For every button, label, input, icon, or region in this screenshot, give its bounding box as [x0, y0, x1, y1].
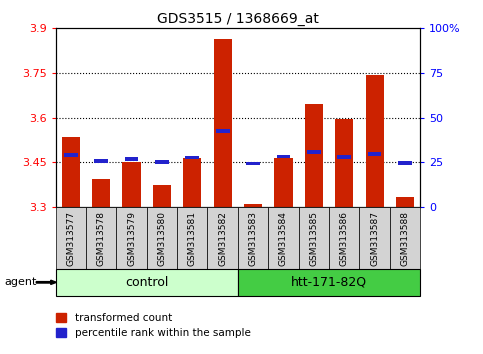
Bar	[246, 161, 260, 165]
Bar	[86, 207, 116, 269]
Bar	[307, 150, 321, 154]
Bar	[329, 207, 359, 269]
Bar	[396, 197, 414, 207]
Bar	[56, 207, 86, 269]
Bar	[338, 155, 351, 159]
Text: GSM313581: GSM313581	[188, 211, 197, 266]
Text: GSM313577: GSM313577	[66, 211, 75, 266]
Bar	[213, 39, 232, 207]
Bar	[298, 207, 329, 269]
Bar	[335, 119, 354, 207]
Bar	[274, 158, 293, 207]
Bar	[359, 207, 390, 269]
Text: GSM313587: GSM313587	[370, 211, 379, 266]
Bar	[116, 207, 147, 269]
Bar	[125, 157, 138, 161]
Bar	[238, 207, 268, 269]
Bar	[305, 104, 323, 207]
Bar	[277, 155, 290, 158]
Bar	[398, 161, 412, 165]
Bar	[183, 158, 201, 207]
Bar	[268, 207, 298, 269]
Bar	[94, 159, 108, 163]
Text: GSM313586: GSM313586	[340, 211, 349, 266]
Bar	[238, 269, 420, 296]
Bar	[122, 162, 141, 207]
Bar	[56, 269, 238, 296]
Bar	[147, 207, 177, 269]
Text: GSM313582: GSM313582	[218, 211, 227, 266]
Bar	[62, 137, 80, 207]
Text: GSM313585: GSM313585	[309, 211, 318, 266]
Bar	[390, 207, 420, 269]
Text: GSM313580: GSM313580	[157, 211, 167, 266]
Text: htt-171-82Q: htt-171-82Q	[291, 276, 367, 289]
Text: GSM313578: GSM313578	[97, 211, 106, 266]
Bar	[185, 155, 199, 159]
Text: control: control	[125, 276, 169, 289]
Bar	[153, 185, 171, 207]
Text: GSM313579: GSM313579	[127, 211, 136, 266]
Bar	[244, 204, 262, 207]
Legend: transformed count, percentile rank within the sample: transformed count, percentile rank withi…	[56, 313, 251, 338]
Text: GSM313584: GSM313584	[279, 211, 288, 266]
Text: GSM313583: GSM313583	[249, 211, 257, 266]
Bar	[64, 153, 78, 157]
Title: GDS3515 / 1368669_at: GDS3515 / 1368669_at	[157, 12, 319, 26]
Bar	[92, 179, 110, 207]
Text: agent: agent	[5, 277, 37, 287]
Bar	[368, 152, 382, 156]
Bar	[208, 207, 238, 269]
Bar	[216, 129, 229, 133]
Bar	[177, 207, 208, 269]
Bar	[366, 74, 384, 207]
Text: GSM313588: GSM313588	[400, 211, 410, 266]
Bar	[155, 160, 169, 164]
